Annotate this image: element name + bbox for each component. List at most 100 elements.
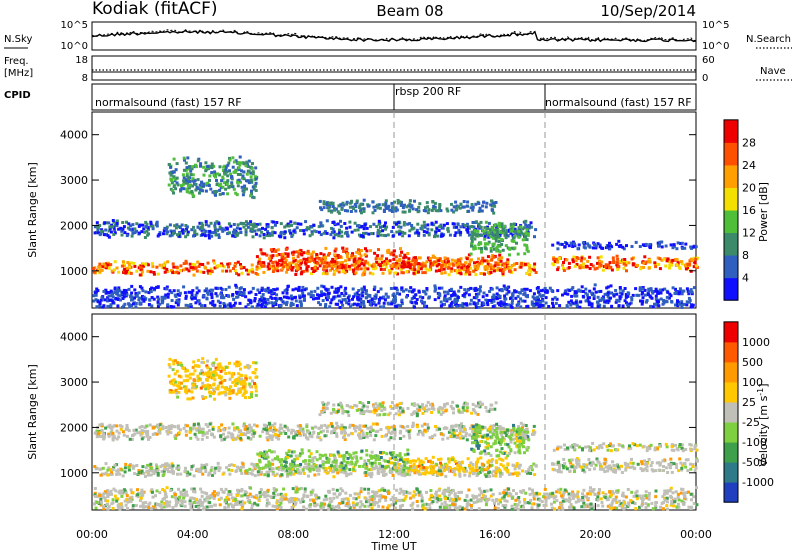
heatmap-cell xyxy=(412,258,415,261)
heatmap-cell xyxy=(453,234,457,237)
heatmap-cell xyxy=(500,243,504,246)
heatmap-cell xyxy=(265,234,269,237)
heatmap-cell xyxy=(450,267,454,271)
heatmap-cell xyxy=(502,284,506,288)
heatmap-cell xyxy=(480,247,483,251)
heatmap-cell xyxy=(421,296,425,300)
heatmap-cell xyxy=(336,425,340,429)
heatmap-cell xyxy=(492,469,496,473)
heatmap-cell xyxy=(162,472,166,476)
heatmap-cell xyxy=(170,291,174,295)
heatmap-cell xyxy=(259,248,263,252)
heatmap-cell xyxy=(338,255,342,259)
heatmap-cell xyxy=(348,468,352,472)
heatmap-cell xyxy=(142,262,145,266)
heatmap-cell xyxy=(367,263,371,267)
heatmap-cell xyxy=(625,244,628,248)
heatmap-cell xyxy=(350,460,354,464)
heatmap-cell xyxy=(446,226,450,230)
heatmap-cell xyxy=(551,304,555,308)
heatmap-cell xyxy=(304,220,308,224)
heatmap-cell xyxy=(332,295,336,299)
heatmap-cell xyxy=(457,228,461,232)
heatmap-cell xyxy=(95,429,99,433)
heatmap-cell xyxy=(326,201,329,205)
heatmap-cell xyxy=(516,252,520,256)
heatmap-cell xyxy=(202,270,206,274)
heatmap-cell xyxy=(615,292,619,296)
heatmap-cell xyxy=(379,264,382,268)
heatmap-cell xyxy=(486,242,490,246)
heatmap-cell xyxy=(291,429,295,433)
heatmap-cell xyxy=(263,455,267,459)
heatmap-cell xyxy=(457,461,461,464)
heatmap-cell xyxy=(195,291,199,295)
heatmap-cell xyxy=(174,226,178,230)
heatmap-cell xyxy=(463,267,467,271)
heatmap-cell xyxy=(408,199,412,203)
heatmap-cell xyxy=(204,161,208,165)
heatmap-cell xyxy=(394,255,398,259)
heatmap-cell xyxy=(339,266,343,270)
heatmap-cell xyxy=(506,266,510,270)
heatmap-cell xyxy=(350,254,354,257)
heatmap-cell xyxy=(489,249,493,253)
heatmap-cell xyxy=(491,254,495,257)
heatmap-cell xyxy=(108,472,112,476)
heatmap-cell xyxy=(433,286,437,290)
heatmap-cell xyxy=(288,467,292,471)
heatmap-cell xyxy=(438,206,442,210)
heatmap-cell xyxy=(445,463,449,467)
heatmap-cell xyxy=(326,294,330,298)
heatmap-cell xyxy=(312,468,316,472)
heatmap-cell xyxy=(329,268,332,272)
heatmap-cell xyxy=(324,287,328,291)
heatmap-cell xyxy=(205,287,209,291)
heatmap-cell xyxy=(216,461,220,465)
heatmap-cell xyxy=(628,302,632,306)
heatmap-cell xyxy=(224,226,228,230)
heatmap-cell xyxy=(643,293,647,297)
heatmap-cell xyxy=(654,265,658,269)
heatmap-cell xyxy=(526,304,530,308)
heatmap-cell xyxy=(403,458,407,462)
heatmap-cell xyxy=(529,269,533,273)
heatmap-cell xyxy=(175,433,179,437)
heatmap-cell xyxy=(521,238,525,242)
heatmap-cell xyxy=(188,472,192,476)
heatmap-cell xyxy=(464,432,468,436)
heatmap-cell xyxy=(351,297,354,301)
heatmap-cell xyxy=(118,294,122,298)
heatmap-cell xyxy=(358,259,362,263)
heatmap-cell xyxy=(102,304,106,308)
heatmap-cell xyxy=(426,423,430,427)
heatmap-cell xyxy=(667,296,671,300)
heatmap-cell xyxy=(145,229,149,233)
heatmap-cell xyxy=(263,305,267,308)
heatmap-cell xyxy=(429,464,433,468)
heatmap-cell xyxy=(579,289,583,293)
heatmap-cell xyxy=(95,432,99,436)
heatmap-cell xyxy=(361,273,365,277)
heatmap-cell xyxy=(290,465,294,469)
heatmap-cell xyxy=(247,181,251,185)
heatmap-cell xyxy=(355,261,358,265)
heatmap-cell xyxy=(309,290,313,294)
heatmap-cell xyxy=(160,301,164,305)
heatmap-cell xyxy=(302,251,306,255)
heatmap-cell xyxy=(254,189,258,192)
heatmap-cell xyxy=(483,232,486,236)
heatmap-cell xyxy=(444,467,448,471)
heatmap-cell xyxy=(479,242,483,246)
heatmap-cell xyxy=(515,241,518,245)
heatmap-cell xyxy=(138,273,142,277)
heatmap-cell xyxy=(372,222,376,226)
heatmap-cell xyxy=(413,231,417,235)
heatmap-cell xyxy=(489,247,493,250)
heatmap-cell xyxy=(203,464,207,467)
heatmap-cell xyxy=(195,232,199,236)
freq-unit-label: [MHz] xyxy=(4,68,33,79)
heatmap-cell xyxy=(298,471,302,475)
heatmap-cell xyxy=(228,302,232,306)
